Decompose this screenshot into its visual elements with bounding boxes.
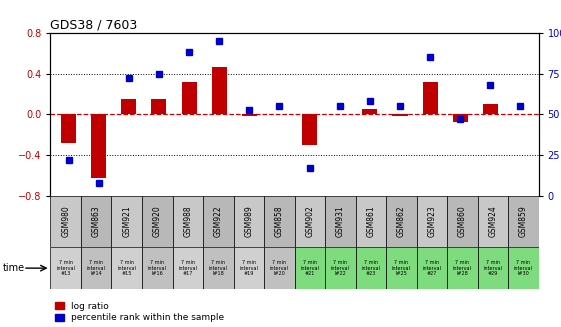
Bar — [393, 114, 407, 116]
Bar — [91, 114, 106, 178]
Bar — [295, 247, 325, 289]
Text: 7 min
interval
#17: 7 min interval #17 — [178, 260, 197, 276]
Bar — [483, 104, 498, 114]
Text: GSM989: GSM989 — [244, 206, 253, 237]
Text: GSM988: GSM988 — [183, 206, 192, 237]
Bar — [142, 247, 173, 289]
Bar — [325, 247, 356, 289]
Bar — [151, 99, 167, 114]
Text: GSM922: GSM922 — [214, 206, 223, 237]
Text: GSM902: GSM902 — [305, 206, 314, 237]
Bar — [233, 247, 264, 289]
Bar — [508, 247, 539, 289]
Text: 7 min
interval
l#18: 7 min interval l#18 — [209, 260, 228, 276]
Bar — [173, 247, 203, 289]
Bar — [112, 196, 142, 247]
Text: 7 min
interval
l#14: 7 min interval l#14 — [87, 260, 105, 276]
Text: 7 min
interval
#23: 7 min interval #23 — [361, 260, 380, 276]
Bar — [264, 196, 295, 247]
Text: 7 min
interval
#27: 7 min interval #27 — [422, 260, 442, 276]
Text: 7 min
interval
#21: 7 min interval #21 — [300, 260, 319, 276]
Bar — [386, 196, 416, 247]
Bar — [203, 196, 233, 247]
Text: GSM863: GSM863 — [92, 206, 101, 237]
Text: GSM859: GSM859 — [519, 206, 528, 237]
Bar — [211, 67, 227, 114]
Bar — [356, 196, 386, 247]
Text: GSM980: GSM980 — [61, 206, 70, 237]
Text: 7 min
interval
l#22: 7 min interval l#22 — [331, 260, 350, 276]
Text: 7 min
interval
#15: 7 min interval #15 — [117, 260, 136, 276]
Text: GSM921: GSM921 — [122, 206, 131, 237]
Bar — [416, 247, 447, 289]
Bar — [242, 114, 257, 116]
Bar — [477, 247, 508, 289]
Bar — [81, 196, 112, 247]
Bar — [61, 114, 76, 143]
Bar — [264, 247, 295, 289]
Text: 7 min
interval
l#30: 7 min interval l#30 — [514, 260, 533, 276]
Text: 7 min
interval
l#25: 7 min interval l#25 — [392, 260, 411, 276]
Bar — [508, 196, 539, 247]
Bar — [477, 196, 508, 247]
Bar — [453, 114, 468, 122]
Bar — [302, 114, 317, 145]
Bar — [447, 196, 477, 247]
Bar — [422, 82, 438, 114]
Text: 7 min
interval
#13: 7 min interval #13 — [56, 260, 75, 276]
Bar — [50, 247, 81, 289]
Bar — [50, 196, 81, 247]
Bar — [447, 247, 477, 289]
Bar — [173, 196, 203, 247]
Text: GSM923: GSM923 — [427, 206, 436, 237]
Bar — [233, 196, 264, 247]
Bar — [356, 247, 386, 289]
Text: GSM858: GSM858 — [275, 206, 284, 237]
Text: 7 min
interval
l#20: 7 min interval l#20 — [270, 260, 289, 276]
Text: 7 min
interval
l#16: 7 min interval l#16 — [148, 260, 167, 276]
Bar — [362, 109, 378, 114]
Bar — [203, 247, 233, 289]
Bar — [325, 196, 356, 247]
Text: time: time — [3, 263, 25, 273]
Bar — [182, 82, 196, 114]
Text: GSM931: GSM931 — [336, 206, 345, 237]
Text: GSM860: GSM860 — [458, 206, 467, 237]
Text: 7 min
interval
#29: 7 min interval #29 — [484, 260, 502, 276]
Text: GSM862: GSM862 — [397, 206, 406, 237]
Legend: log ratio, percentile rank within the sample: log ratio, percentile rank within the sa… — [55, 302, 224, 322]
Bar — [295, 196, 325, 247]
Bar — [386, 247, 416, 289]
Text: 7 min
interval
l#28: 7 min interval l#28 — [453, 260, 472, 276]
Bar — [416, 196, 447, 247]
Bar — [142, 196, 173, 247]
Text: GSM861: GSM861 — [366, 206, 375, 237]
Bar — [112, 247, 142, 289]
Text: GSM920: GSM920 — [153, 206, 162, 237]
Bar — [81, 247, 112, 289]
Text: GSM924: GSM924 — [488, 206, 497, 237]
Bar — [121, 99, 136, 114]
Text: GDS38 / 7603: GDS38 / 7603 — [50, 19, 138, 31]
Text: 7 min
interval
#19: 7 min interval #19 — [240, 260, 258, 276]
